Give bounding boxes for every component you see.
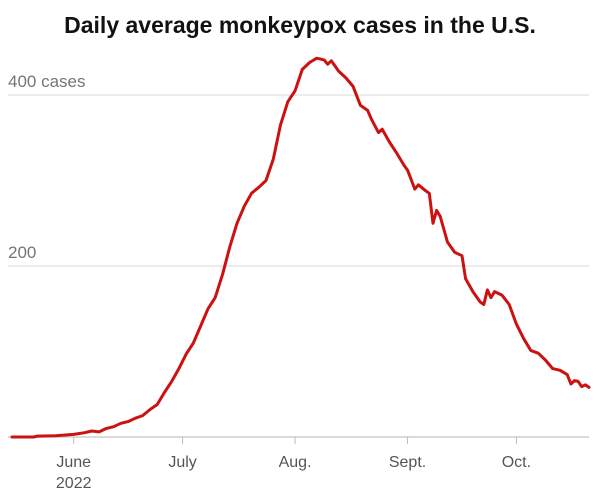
x-tick-label: Oct. xyxy=(502,454,531,471)
x-axis: June 2022 July Aug. Sept. Oct. xyxy=(8,436,589,492)
x-tick-label: June xyxy=(56,454,91,471)
x-tick-label: Sept. xyxy=(389,454,426,471)
y-tick-label: 200 xyxy=(8,243,36,262)
x-tick-label: July xyxy=(168,454,196,471)
x-tick-label: Aug. xyxy=(279,454,312,471)
series-layer xyxy=(10,56,591,439)
y-axis-labels: 200 400 cases xyxy=(8,72,86,262)
series-line-daily-average-cases xyxy=(10,56,591,439)
y-gridlines xyxy=(8,94,589,267)
y-tick-label: 400 cases xyxy=(8,72,86,91)
x-tick-sublabel: 2022 xyxy=(56,475,92,492)
chart-title: Daily average monkeypox cases in the U.S… xyxy=(64,12,536,38)
